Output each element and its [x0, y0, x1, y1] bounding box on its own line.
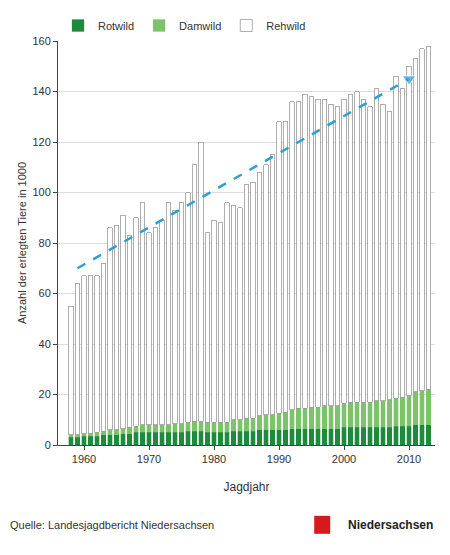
svg-text:120: 120: [32, 136, 50, 148]
svg-text:1980: 1980: [202, 453, 226, 465]
svg-text:Quelle: Landesjagdbericht Nied: Quelle: Landesjagdbericht Niedersachsen: [10, 519, 214, 531]
svg-text:Jagdjahr: Jagdjahr: [223, 480, 269, 494]
svg-text:100: 100: [32, 186, 50, 198]
svg-text:2010: 2010: [397, 453, 421, 465]
svg-text:0: 0: [45, 439, 51, 451]
svg-text:Rotwild: Rotwild: [98, 20, 134, 32]
svg-text:1970: 1970: [137, 453, 161, 465]
svg-text:140: 140: [32, 85, 50, 97]
svg-text:1960: 1960: [72, 453, 96, 465]
svg-text:160: 160: [32, 35, 50, 47]
svg-text:Niedersachsen: Niedersachsen: [348, 518, 433, 532]
svg-text:60: 60: [39, 287, 51, 299]
svg-text:Damwild: Damwild: [179, 20, 221, 32]
svg-text:80: 80: [39, 237, 51, 249]
svg-text:2000: 2000: [332, 453, 356, 465]
svg-text:20: 20: [39, 388, 51, 400]
svg-text:1990: 1990: [267, 453, 291, 465]
svg-text:Rehwild: Rehwild: [266, 20, 305, 32]
svg-text:40: 40: [39, 338, 51, 350]
svg-text:Anzahl der erlegten Tiere in 1: Anzahl der erlegten Tiere in 1000: [16, 162, 28, 324]
